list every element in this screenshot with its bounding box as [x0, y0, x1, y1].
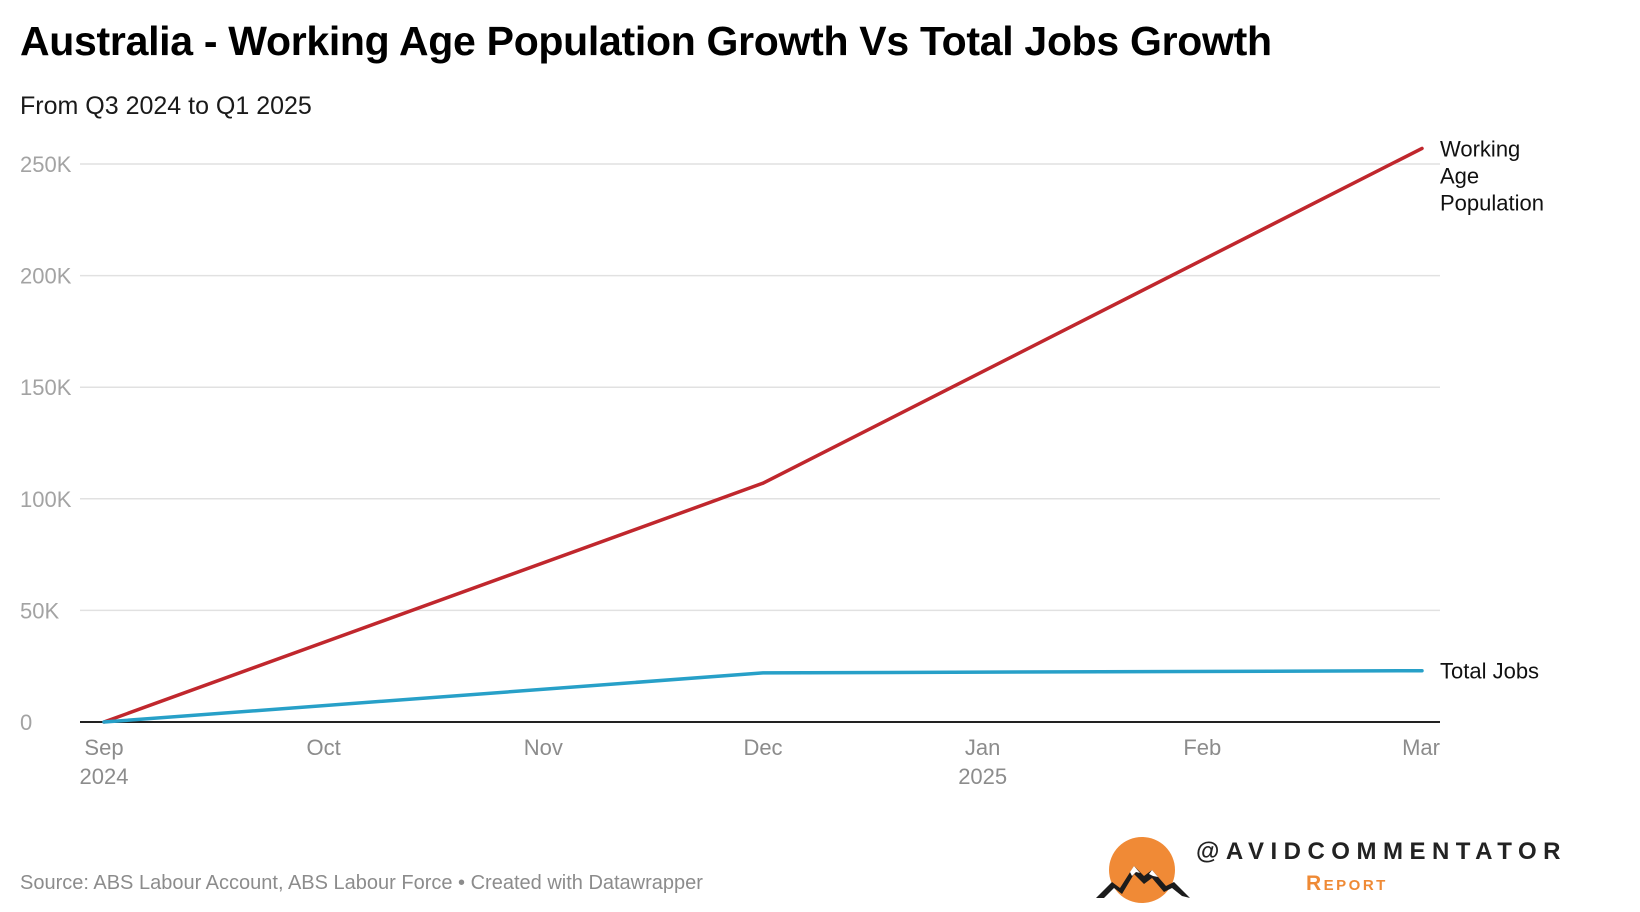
source-note: Source: ABS Labour Account, ABS Labour F…: [20, 872, 703, 894]
grid-lines: [80, 163, 1440, 612]
series-label-total-jobs-0: Total Jobs: [1440, 659, 1539, 684]
y-tick-label-200K: 200K: [20, 264, 72, 289]
y-tick-label-150K: 150K: [20, 375, 72, 400]
brand-subtitle: Report: [1306, 872, 1388, 895]
series-label-working-age-population-0: Working: [1440, 136, 1520, 161]
series-label-working-age-population-1: Age: [1440, 163, 1479, 188]
y-tick-label-50K: 50K: [20, 598, 59, 623]
series-lines: [102, 146, 1424, 724]
y-tick-label-250K: 250K: [20, 152, 72, 177]
x-tick-label-dec: Dec: [743, 735, 782, 760]
series-line-total-jobs: [102, 668, 1424, 724]
chart-subtitle: From Q3 2024 to Q1 2025: [20, 92, 312, 120]
chart-title: Australia - Working Age Population Growt…: [20, 18, 1272, 64]
x-tick-label-feb: Feb: [1183, 735, 1221, 760]
x-tick-label-mar: Mar: [1402, 735, 1440, 760]
y-axis-ticks: 0 50K 100K 150K 200K 250K: [20, 152, 72, 735]
y-tick-label-100K: 100K: [20, 487, 72, 512]
logo-mountains: [1096, 866, 1190, 898]
y-tick-label-0: 0: [20, 710, 32, 735]
logo-snowcaps: [1130, 866, 1158, 877]
logo-sun: [1109, 837, 1175, 903]
x-tick-year-2024: 2024: [80, 764, 129, 789]
brand-logo-icon: [1096, 837, 1190, 903]
series-label-working-age-population-2: Population: [1440, 190, 1544, 215]
series-line-working-age-population: [102, 146, 1424, 724]
brand-handle: @AVIDCOMMENTATOR: [1196, 838, 1567, 865]
x-tick-label-oct: Oct: [307, 735, 341, 760]
x-tick-label-jan: Jan: [965, 735, 1000, 760]
x-axis-ticks: Sep 2024 Oct Nov Dec Jan 2025 Feb Mar: [80, 735, 1440, 789]
x-tick-year-2025: 2025: [958, 764, 1007, 789]
x-tick-label-nov: Nov: [524, 735, 563, 760]
x-tick-label-sep: Sep: [84, 735, 123, 760]
